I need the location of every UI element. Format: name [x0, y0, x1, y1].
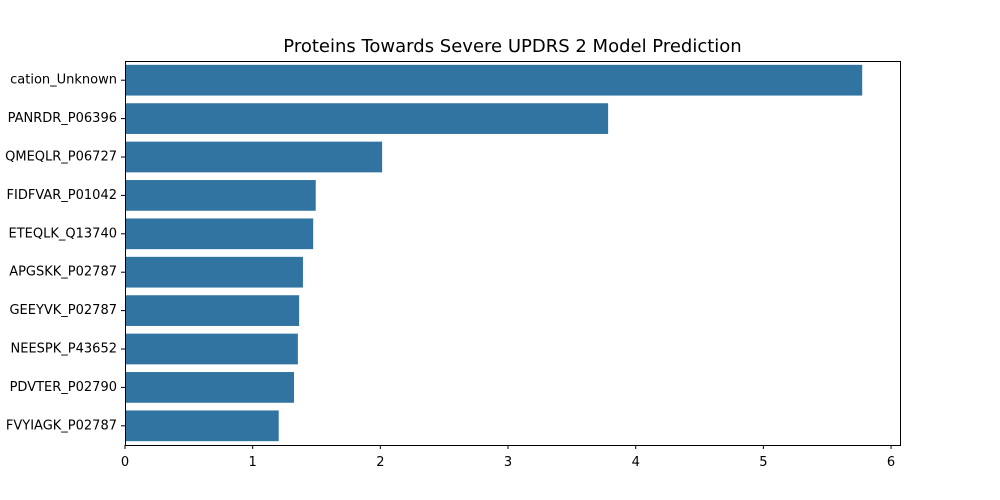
bar-9 [125, 372, 295, 403]
plot-frame [125, 61, 901, 446]
x-tick-label: 1 [249, 455, 257, 470]
y-tick-label: NEESPK_P43652 [11, 342, 117, 357]
y-tick-label: PANRDR_P06396 [8, 111, 117, 126]
chart-title: Proteins Towards Severe UPDRS 2 Model Pr… [283, 36, 741, 57]
bar-6 [125, 256, 303, 288]
x-tick-label: 3 [504, 455, 512, 470]
x-axis: 0 1 2 3 4 5 6 [121, 445, 895, 470]
y-tick-label: APGSKK_P02787 [9, 265, 117, 280]
x-tick-label: 4 [632, 455, 640, 470]
y-tick-label: FIDFVAR_P01042 [7, 188, 117, 203]
y-tick-label: GEEYVK_P02787 [9, 303, 117, 318]
y-tick-label: QMEQLR_P06727 [5, 150, 117, 165]
x-tick-label: 5 [759, 455, 767, 470]
bar-10 [125, 410, 279, 442]
bar-7 [125, 295, 300, 326]
bar-5 [125, 218, 314, 250]
y-tick-label: ETEQLK_Q13740 [9, 226, 117, 241]
bar-1 [125, 64, 863, 96]
y-axis-labels: cation_Unknown PANRDR_P06396 QMEQLR_P06727… [5, 73, 125, 433]
bar-2 [125, 103, 609, 134]
x-tick-label: 2 [376, 455, 384, 470]
bar-8 [125, 333, 298, 365]
bar-3 [125, 141, 383, 173]
x-tick-label: 6 [887, 455, 895, 470]
bars-group [125, 64, 863, 442]
y-tick-label: PDVTER_P02790 [10, 380, 117, 395]
bar-4 [125, 180, 316, 211]
x-tick-label: 0 [121, 455, 129, 470]
y-tick-label: FVYIAGK_P02787 [6, 418, 117, 433]
y-tick-label: cation_Unknown [10, 73, 117, 88]
